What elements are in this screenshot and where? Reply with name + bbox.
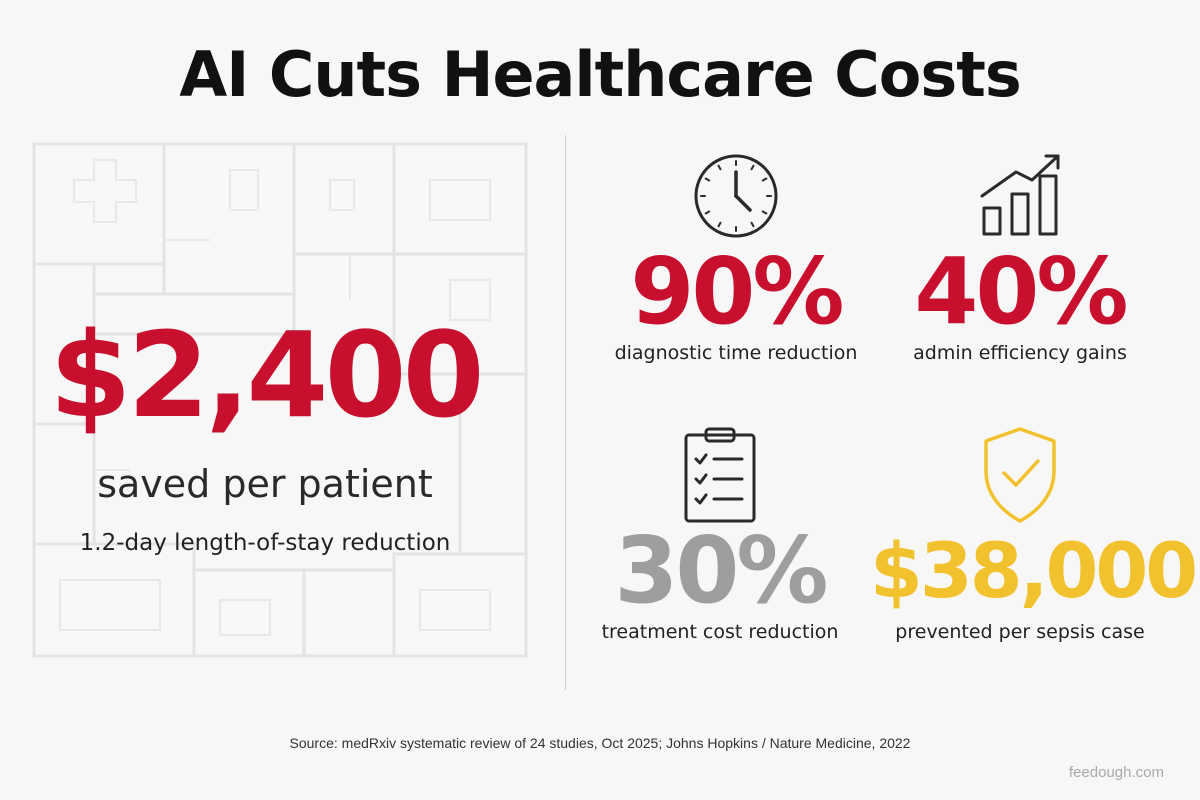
- source-citation: Source: medRxiv systematic review of 24 …: [289, 735, 911, 751]
- stat-treatment-cost: 30% treatment cost reduction: [570, 425, 870, 643]
- shield-check-icon: [984, 427, 1056, 523]
- stat-value: 40%: [914, 238, 1128, 345]
- stat-admin-efficiency: 40% admin efficiency gains: [870, 150, 1170, 364]
- stat-sepsis-prevention: $38,000 prevented per sepsis case: [870, 425, 1198, 643]
- stat-label: admin efficiency gains: [913, 342, 1127, 364]
- stat-label: treatment cost reduction: [601, 621, 839, 643]
- clock-icon: [694, 154, 778, 238]
- growth-chart-icon: [980, 154, 1060, 236]
- brand-watermark: feedough.com: [1068, 764, 1164, 781]
- hero-caption: saved per patient: [97, 462, 433, 506]
- clipboard-checklist-icon: [684, 427, 756, 523]
- stat-label: diagnostic time reduction: [614, 342, 858, 364]
- stat-value: $38,000: [870, 526, 1198, 615]
- stat-value: 30%: [614, 517, 828, 624]
- hero-subcaption: 1.2-day length-of-stay reduction: [79, 530, 451, 556]
- stat-value: 90%: [630, 238, 844, 345]
- column-divider: [565, 135, 566, 690]
- hero-value: $2,400: [49, 306, 484, 444]
- floorplan-background: [32, 142, 528, 658]
- stat-label: prevented per sepsis case: [895, 621, 1145, 643]
- stat-diagnostic-time: 90% diagnostic time reduction: [586, 150, 886, 364]
- page-title: AI Cuts Healthcare Costs: [179, 38, 1022, 111]
